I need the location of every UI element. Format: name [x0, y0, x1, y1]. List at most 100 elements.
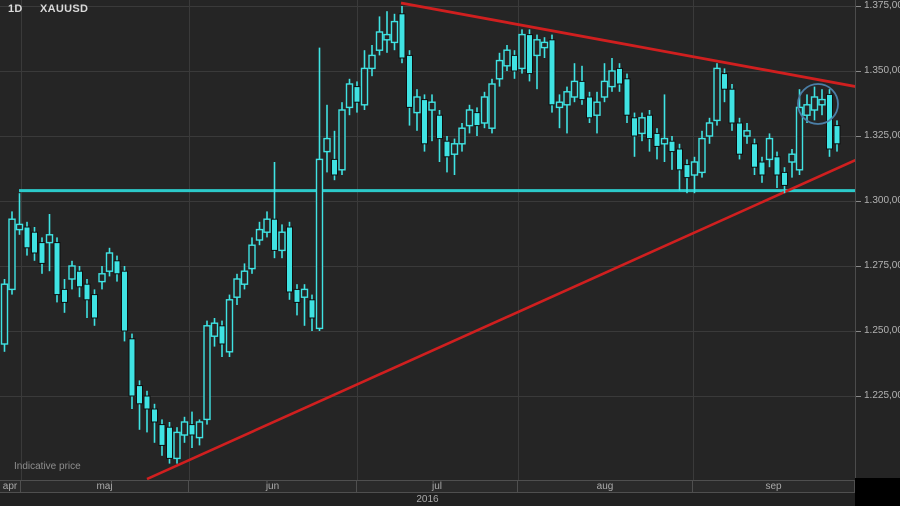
- candlestick: [758, 156, 766, 183]
- candlestick: [728, 84, 736, 131]
- candlestick: [818, 89, 826, 116]
- candlestick: [660, 94, 669, 162]
- candlestick: [593, 91, 601, 134]
- candlestick: [398, 6, 406, 64]
- price-tick: [856, 6, 861, 7]
- candlestick: [151, 403, 158, 443]
- candlestick: [480, 91, 489, 129]
- candlestick: [360, 50, 369, 110]
- ascending-trendline[interactable]: [146, 158, 855, 480]
- candlestick: [248, 237, 256, 274]
- candlestick: [383, 11, 391, 53]
- candlestick: [668, 136, 676, 170]
- candlestick: [473, 107, 481, 136]
- symbol-label[interactable]: XAUUSD: [40, 3, 89, 15]
- candlestick: [128, 333, 136, 409]
- candlestick: [458, 123, 466, 152]
- circle-annotation[interactable]: [797, 83, 839, 125]
- candlestick: [38, 237, 46, 274]
- candlestick: [98, 266, 106, 290]
- candlestick: [308, 294, 316, 331]
- candlestick: [255, 221, 264, 246]
- candlestick: [495, 52, 504, 87]
- candlestick: [638, 112, 646, 142]
- price-axis-label: 1.375,00: [864, 0, 900, 11]
- candlestick: [263, 211, 271, 238]
- timeframe-label[interactable]: 1D: [8, 3, 23, 15]
- candlestick: [323, 104, 331, 173]
- candlestick: [713, 63, 721, 126]
- candlestick: [225, 294, 234, 357]
- candlestick: [751, 138, 758, 175]
- candlestick: [233, 273, 241, 305]
- candlestick: [180, 416, 189, 443]
- candlestick: [465, 104, 474, 134]
- candlestick: [113, 255, 121, 282]
- candlestick: [736, 117, 743, 160]
- candlestick: [826, 89, 833, 157]
- candlestick: [511, 50, 518, 79]
- candlestick: [315, 47, 324, 331]
- candlestick: [68, 260, 76, 290]
- candlestick: [781, 167, 788, 194]
- year-strip: 2016: [0, 493, 855, 506]
- candlestick: [616, 63, 623, 92]
- time-axis[interactable]: apr maj jun jul aug sep: [0, 480, 855, 493]
- candlestick: [623, 73, 631, 123]
- candlestick: [653, 128, 661, 160]
- candlestick: [698, 130, 706, 178]
- candlestick: [803, 94, 811, 123]
- price-axis-label: 1.350,00: [864, 65, 900, 76]
- candlestick: [690, 156, 699, 194]
- price-axis-label: 1.250,00: [864, 325, 900, 336]
- candlestick: [240, 263, 249, 290]
- price-axis[interactable]: 1.375,00 1.350,00 1.325,00 1.300,00 1.275,00…: [855, 0, 900, 478]
- candlestick: [788, 149, 796, 178]
- candlestick: [188, 411, 196, 448]
- candlestick: [158, 419, 166, 456]
- year-label: 2016: [416, 494, 439, 505]
- gridlines: [0, 0, 855, 480]
- price-tick: [856, 331, 861, 332]
- candlestick: [563, 86, 571, 134]
- candlestick: [61, 279, 68, 313]
- candlestick: [450, 138, 459, 175]
- candlestick: [570, 63, 579, 103]
- candlestick: [31, 227, 38, 261]
- month-label-sep: sep: [693, 481, 855, 492]
- candlestick: [105, 247, 114, 277]
- candlestick: [278, 224, 286, 259]
- candlestick: [555, 94, 564, 129]
- candlestick: [540, 37, 549, 58]
- candlestick: [293, 284, 301, 316]
- candlestick: [83, 279, 91, 318]
- candlestick: [300, 284, 309, 326]
- price-axis-label: 1.300,00: [864, 195, 900, 206]
- candlestick: [795, 89, 804, 175]
- candlestick: [121, 266, 128, 342]
- candlestick: [195, 419, 204, 446]
- candlestick: [345, 78, 354, 116]
- candlestick: [45, 214, 54, 272]
- month-label-aug: aug: [518, 481, 693, 492]
- candlestick: [488, 78, 496, 134]
- price-axis-label: 1.325,00: [864, 130, 900, 141]
- price-tick: [856, 201, 861, 202]
- candlestick: [375, 16, 384, 56]
- price-tick: [856, 396, 861, 397]
- candlestick: [286, 221, 293, 300]
- candlestick: [23, 221, 31, 256]
- candlestick: [76, 266, 83, 298]
- descending-trendline[interactable]: [400, 1, 855, 88]
- price-axis-label: 1.225,00: [864, 390, 900, 401]
- candlestick-chart[interactable]: [0, 0, 855, 480]
- candlestick: [773, 151, 781, 188]
- candlestick: [218, 320, 226, 357]
- candlestick: [353, 81, 361, 113]
- candlestick: [503, 45, 511, 71]
- chart-plot-area[interactable]: [0, 0, 855, 480]
- candlestick: [368, 45, 376, 77]
- candlestick: [683, 159, 691, 194]
- candlestick: [338, 102, 346, 175]
